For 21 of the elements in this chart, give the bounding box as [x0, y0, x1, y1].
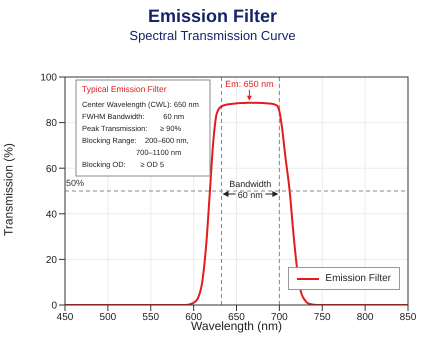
x-tick-label: 850	[400, 312, 417, 324]
x-tick-label: 750	[314, 312, 332, 324]
x-tick-label: 450	[56, 312, 74, 324]
y-tick-label: 100	[40, 72, 58, 84]
x-tick-label: 500	[100, 312, 117, 324]
chart-subtitle: Spectral Transmission Curve	[128, 28, 297, 43]
legend-box: Emission Filter	[288, 267, 400, 290]
y-tick-label: 20	[46, 254, 58, 266]
x-tick-label: 550	[142, 312, 160, 324]
annotation: Typical Emission Filter	[82, 84, 167, 94]
legend-label: Emission Filter	[325, 273, 391, 284]
chart-title: Emission Filter	[146, 6, 278, 27]
y-tick-label: 0	[51, 300, 58, 312]
x-tick-label: 800	[356, 312, 374, 324]
y-tick-label: 80	[46, 118, 58, 130]
y-axis-title: Transmission (%)	[1, 143, 16, 236]
y-tick-label: 40	[46, 209, 58, 220]
y-tick-label: 60	[46, 164, 58, 175]
annotation: Em: 650 nm	[225, 78, 274, 89]
annotation: Bandwidth 60 nm	[229, 179, 272, 200]
ref-line-label: 50%	[66, 178, 84, 188]
